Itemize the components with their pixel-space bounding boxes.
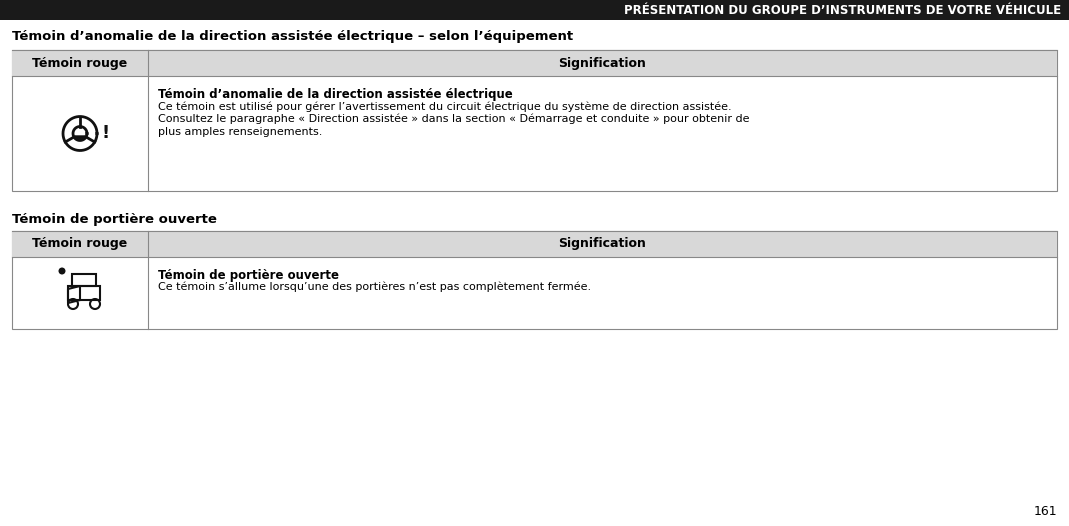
Text: Témoin rouge: Témoin rouge — [32, 56, 127, 69]
Text: 161: 161 — [1034, 505, 1057, 518]
Text: Consultez le paragraphe « Direction assistée » dans la section « Démarrage et co: Consultez le paragraphe « Direction assi… — [158, 114, 749, 125]
Text: Signification: Signification — [559, 238, 647, 250]
Polygon shape — [75, 136, 84, 139]
Text: Témoin de portière ouverte: Témoin de portière ouverte — [12, 213, 217, 226]
Text: PRÉSENTATION DU GROUPE D’INSTRUMENTS DE VOTRE VÉHICULE: PRÉSENTATION DU GROUPE D’INSTRUMENTS DE … — [624, 4, 1062, 16]
Text: Témoin rouge: Témoin rouge — [32, 238, 127, 250]
Bar — [68, 286, 100, 300]
Text: Témoin de portière ouverte: Témoin de portière ouverte — [158, 269, 339, 282]
Text: Témoin d’anomalie de la direction assistée électrique: Témoin d’anomalie de la direction assist… — [158, 88, 513, 101]
Text: Témoin d’anomalie de la direction assistée électrique – selon l’équipement: Témoin d’anomalie de la direction assist… — [12, 30, 573, 43]
Bar — [72, 274, 96, 286]
Text: Ce témoin est utilisé pour gérer l’avertissement du circuit électrique du systèm: Ce témoin est utilisé pour gérer l’avert… — [158, 101, 731, 112]
Bar — [0, 0, 1069, 20]
Text: Ce témoin s’allume lorsqu’une des portières n’est pas complètement fermée.: Ce témoin s’allume lorsqu’une des portiè… — [158, 282, 591, 292]
Bar — [12, 50, 1057, 76]
Bar — [12, 50, 1057, 191]
Bar — [12, 231, 1057, 329]
Text: Signification: Signification — [559, 56, 647, 69]
Bar — [12, 231, 1057, 257]
Text: plus amples renseignements.: plus amples renseignements. — [158, 127, 323, 137]
Text: !: ! — [102, 124, 110, 141]
Circle shape — [59, 268, 65, 275]
